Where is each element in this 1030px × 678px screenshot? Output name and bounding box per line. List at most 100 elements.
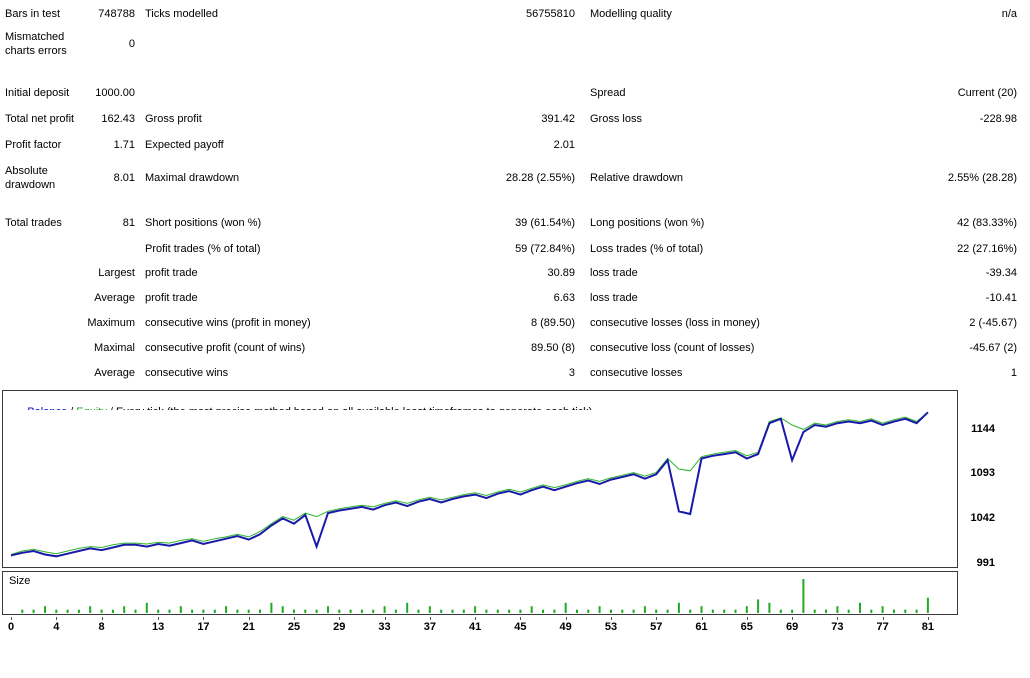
lot-size-bar	[191, 609, 194, 613]
x-axis-tick	[294, 617, 295, 620]
strategy-tester-report-table: Bars in test 748788 Ticks modelled 56755810…	[5, 8, 1017, 380]
x-axis-tick	[792, 617, 794, 620]
lot-size-bar	[111, 609, 114, 613]
x-axis-label: 4	[53, 621, 60, 633]
lot-size-bar	[259, 609, 261, 613]
x-axis-label: 53	[604, 621, 618, 633]
stat-value: 6.63	[553, 292, 575, 304]
x-axis-tick	[11, 617, 12, 620]
legend-method-text: Every tick (the most precise method base…	[116, 406, 592, 410]
lot-size-bar	[168, 609, 171, 613]
lot-size-bar	[610, 609, 612, 613]
x-axis-label: 45	[514, 621, 527, 633]
lot-size-bar	[519, 609, 522, 613]
stats-row: Average consecutive wins 3 consecutive loss…	[5, 366, 1017, 380]
stat-label: Total trades	[5, 217, 62, 229]
lot-size-bar	[157, 609, 160, 613]
x-axis-tick	[882, 617, 884, 620]
x-axis-label: 21	[242, 621, 255, 633]
stat-label: Gross profit	[145, 113, 202, 125]
stats-row: Average profit trade 6.63 loss trade -10.41	[5, 291, 1017, 305]
lot-size-bar	[383, 606, 386, 613]
stat-label: consecutive profit (count of wins)	[145, 342, 306, 354]
stats-row: Mismatched charts errors 0	[5, 30, 1017, 58]
lot-size-bar	[632, 609, 635, 613]
lot-size-bar	[225, 606, 228, 613]
lot-size-bar	[406, 602, 409, 613]
lot-size-bar	[474, 606, 477, 613]
stat-label: consecutive loss (count of losses)	[590, 342, 755, 354]
balance-chart-area: Balance / Equity / Every tick (the most …	[0, 390, 1030, 640]
lot-size-bar	[21, 609, 24, 613]
lot-size-bar	[700, 606, 703, 613]
x-axis-label: 77	[876, 621, 889, 633]
legend-equity-label: Equity	[76, 406, 107, 410]
stat-label: Initial deposit	[5, 87, 70, 99]
stat-value: 39 (61.54%)	[515, 217, 575, 229]
lot-size-bar	[666, 609, 669, 613]
lot-size-bar	[134, 609, 137, 613]
lot-size-bar	[587, 609, 590, 613]
x-axis-label: 49	[559, 621, 572, 633]
lot-size-bar	[734, 609, 737, 613]
stat-value: Average	[94, 292, 135, 304]
lot-size-bar	[553, 609, 556, 613]
lot-size-bar	[677, 602, 680, 613]
stat-value: 3	[568, 367, 575, 379]
lot-size-bar	[349, 609, 352, 613]
x-axis-label: 57	[650, 621, 663, 633]
stats-row: Total net profit 162.43 Gross profit 391.42…	[5, 112, 1017, 126]
stat-value: -228.98	[979, 113, 1017, 125]
lot-size-bar	[802, 579, 805, 613]
x-axis-label: 69	[785, 621, 799, 633]
stats-row: Total trades 81 Short positions (won %) 39 …	[5, 216, 1017, 230]
stat-label: Maximal drawdown	[145, 172, 240, 184]
stat-label: Absolute drawdown	[5, 165, 56, 191]
lot-size-bar	[711, 609, 714, 613]
stat-value: 2.01	[553, 139, 575, 151]
stat-value: 59 (72.84%)	[515, 243, 575, 255]
x-axis-tick	[248, 617, 250, 620]
stat-label: Gross loss	[590, 113, 642, 125]
lot-size-bar	[360, 609, 363, 613]
lot-size-bar	[836, 606, 839, 613]
lot-size-bar	[44, 606, 46, 613]
stats-row: Profit factor 1.71 Expected payoff 2.01	[5, 138, 1017, 152]
lot-size-bar	[462, 609, 465, 613]
stat-value: 1000.00	[95, 87, 135, 99]
lot-size-bar	[293, 609, 295, 613]
stat-label: Profit factor	[5, 139, 62, 151]
stat-value: Largest	[98, 267, 135, 279]
lot-size-bar	[304, 609, 307, 613]
lot-size-bar	[372, 609, 375, 613]
stat-value: -39.34	[985, 267, 1017, 279]
stat-label: consecutive losses	[590, 367, 683, 379]
stat-value: 89.50 (8)	[530, 342, 575, 354]
x-axis-tick	[520, 617, 522, 620]
lot-size-bar	[508, 609, 511, 613]
stat-value: 748788	[98, 8, 135, 20]
stats-row: Absolute drawdown 8.01 Maximal drawdown 28.…	[5, 164, 1017, 192]
lot-size-bar	[723, 609, 726, 613]
lot-size-bar	[689, 609, 692, 613]
lot-size-bar	[530, 606, 533, 613]
lot-size-bar	[394, 609, 397, 613]
lot-size-bar	[643, 606, 646, 613]
lot-size-bar	[236, 609, 239, 613]
lot-size-bar	[451, 609, 454, 613]
lot-size-bar	[123, 606, 126, 613]
x-axis-label: 0	[7, 621, 15, 633]
stat-label: consecutive losses (loss in money)	[590, 317, 760, 329]
stat-value: Maximal	[94, 342, 135, 354]
stat-label: Bars in test	[5, 8, 61, 20]
stat-value: Current (20)	[957, 87, 1017, 99]
stats-row: Largest profit trade 30.89 loss trade -39.34	[5, 266, 1017, 280]
x-axis-tick	[656, 617, 658, 620]
lot-size-bar	[926, 597, 929, 613]
lot-size-bar	[202, 609, 205, 613]
x-axis-tick	[701, 617, 703, 620]
chart-legend: Balance / Equity / Every tick (the most …	[3, 391, 957, 410]
stat-value: 42 (83.33%)	[957, 217, 1017, 229]
x-axis-label: 17	[197, 621, 210, 633]
lot-size-bar	[270, 602, 273, 613]
